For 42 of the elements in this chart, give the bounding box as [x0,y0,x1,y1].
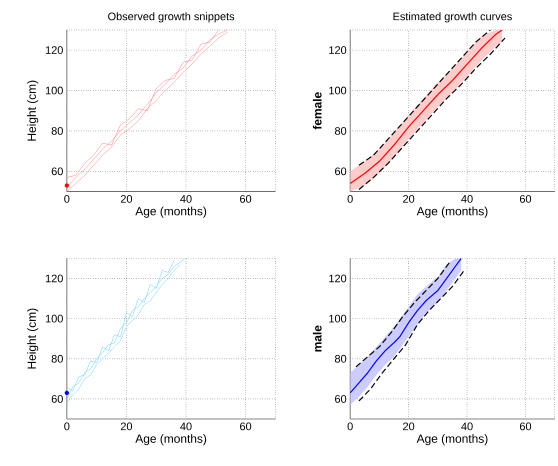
chart-title: Observed growth snippets [108,12,234,22]
y-axis-title: Height (cm) [27,308,38,369]
y-axis-title: male [312,326,322,352]
x-axis-title: Age (months) [416,206,488,218]
y-tick-label: 120 [329,46,346,54]
y-tick-label: 60 [335,168,346,176]
y-tick-label: 60 [52,168,63,176]
x-tick-label: 0 [64,422,70,430]
x-tick-label: 40 [461,422,473,430]
y-tick-label: 120 [46,46,63,54]
y-tick-label: 80 [334,127,346,135]
x-tick-label: 40 [180,422,192,430]
x-tick-label: 40 [461,195,473,203]
x-tick-label: 0 [348,195,353,203]
x-tick-label: 20 [120,195,132,203]
y-tick-label: 100 [46,86,63,94]
y-tick-label: 100 [46,314,63,323]
y-tick-label: 60 [52,395,63,403]
y-axis-title: Height (cm) [27,80,38,141]
x-tick-label: 40 [180,195,192,203]
x-tick-label: 60 [520,422,532,430]
x-tick-label: 0 [64,195,70,203]
x-axis-title: Age (months) [416,434,488,446]
x-tick-label: 60 [240,195,252,203]
x-tick-label: 60 [520,195,532,203]
x-tick-label: 20 [403,195,414,203]
y-tick-label: 120 [329,274,346,282]
x-tick-label: 60 [240,422,252,430]
y-tick-label: 100 [329,314,346,323]
y-tick-label: 80 [52,354,63,363]
x-tick-label: 20 [120,422,132,430]
x-axis-title: Age (months) [135,434,206,446]
x-tick-label: 20 [403,422,414,430]
x-axis-title: Age (months) [135,206,206,218]
y-tick-label: 80 [52,127,63,135]
chart-title: Estimated growth curves [393,12,512,22]
y-tick-label: 100 [329,86,346,94]
y-axis-title: female [312,92,322,130]
y-tick-label: 60 [335,395,346,403]
x-tick-label: 0 [348,422,353,430]
y-tick-label: 80 [334,354,346,363]
y-tick-label: 120 [46,274,63,282]
